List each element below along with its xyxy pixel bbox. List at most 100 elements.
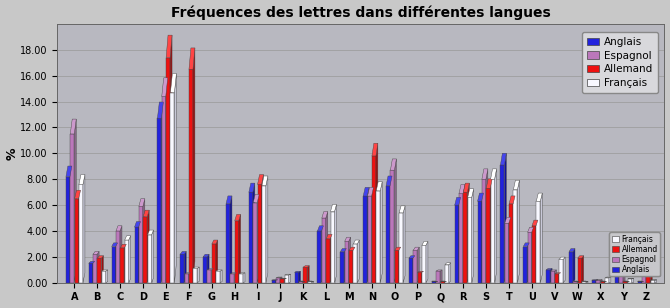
Polygon shape (79, 175, 85, 184)
Polygon shape (536, 193, 542, 201)
Polygon shape (135, 221, 141, 227)
Polygon shape (536, 220, 538, 283)
Bar (569, 252, 573, 283)
Polygon shape (239, 273, 245, 274)
Polygon shape (436, 270, 442, 271)
Polygon shape (600, 280, 602, 283)
Bar (203, 257, 207, 283)
Polygon shape (216, 240, 218, 283)
Polygon shape (417, 247, 419, 283)
Polygon shape (220, 270, 222, 283)
Bar (386, 186, 390, 283)
Polygon shape (344, 237, 350, 241)
Polygon shape (569, 249, 575, 252)
Polygon shape (125, 236, 131, 240)
Bar (417, 272, 421, 283)
Bar (509, 204, 513, 283)
Polygon shape (399, 247, 401, 283)
Bar (638, 282, 642, 283)
Polygon shape (459, 197, 461, 283)
Polygon shape (353, 247, 355, 283)
Bar (180, 254, 184, 283)
Bar (234, 221, 239, 283)
Bar (490, 179, 494, 283)
Bar (299, 282, 303, 283)
Bar (559, 259, 563, 283)
Bar (363, 196, 367, 283)
Polygon shape (413, 247, 419, 250)
Polygon shape (505, 217, 511, 223)
Polygon shape (486, 179, 492, 188)
Polygon shape (139, 221, 141, 283)
Bar (93, 254, 97, 283)
Polygon shape (421, 271, 423, 283)
Polygon shape (348, 237, 350, 283)
Polygon shape (372, 187, 373, 283)
Polygon shape (226, 196, 232, 204)
Polygon shape (239, 214, 241, 283)
Bar (116, 231, 120, 283)
Bar (624, 282, 627, 283)
Polygon shape (266, 176, 268, 283)
Polygon shape (230, 196, 232, 283)
Bar (377, 191, 381, 283)
Polygon shape (93, 251, 99, 254)
Polygon shape (363, 187, 369, 196)
Bar (239, 274, 243, 283)
Bar (445, 265, 449, 283)
Polygon shape (147, 210, 149, 283)
Bar (285, 275, 289, 283)
Bar (578, 258, 582, 283)
Polygon shape (318, 226, 324, 231)
Polygon shape (399, 206, 405, 213)
Polygon shape (312, 281, 314, 283)
Polygon shape (116, 243, 118, 283)
Bar (147, 235, 151, 283)
Bar (166, 58, 170, 283)
Polygon shape (490, 169, 496, 179)
Bar (459, 193, 463, 283)
Polygon shape (609, 277, 611, 283)
Polygon shape (326, 212, 328, 283)
Polygon shape (527, 243, 529, 283)
Polygon shape (463, 184, 465, 283)
Polygon shape (174, 74, 176, 283)
Bar (523, 246, 527, 283)
Polygon shape (295, 271, 301, 272)
Polygon shape (151, 230, 153, 283)
Bar (455, 205, 459, 283)
Polygon shape (106, 270, 108, 283)
Polygon shape (573, 249, 575, 283)
Polygon shape (97, 256, 103, 258)
Polygon shape (74, 119, 76, 283)
Bar (326, 239, 330, 283)
Polygon shape (619, 270, 625, 271)
Polygon shape (627, 281, 629, 283)
Polygon shape (165, 78, 168, 283)
Bar (486, 188, 490, 283)
Bar (464, 192, 468, 283)
Bar (139, 206, 143, 283)
Polygon shape (436, 281, 438, 283)
Bar (592, 280, 596, 283)
Polygon shape (449, 263, 451, 283)
Polygon shape (386, 176, 392, 186)
Polygon shape (257, 194, 259, 283)
Polygon shape (381, 182, 382, 283)
Polygon shape (120, 226, 122, 283)
Polygon shape (234, 273, 237, 283)
Polygon shape (509, 217, 511, 283)
Bar (295, 272, 299, 283)
Polygon shape (459, 184, 465, 193)
Bar (642, 276, 646, 283)
Polygon shape (642, 281, 644, 283)
Bar (647, 269, 651, 283)
Polygon shape (322, 226, 324, 283)
Polygon shape (349, 247, 355, 250)
Polygon shape (121, 244, 127, 248)
Polygon shape (276, 277, 282, 278)
Bar (605, 278, 609, 283)
Bar (125, 240, 129, 283)
Polygon shape (464, 183, 469, 192)
Bar (555, 274, 559, 283)
